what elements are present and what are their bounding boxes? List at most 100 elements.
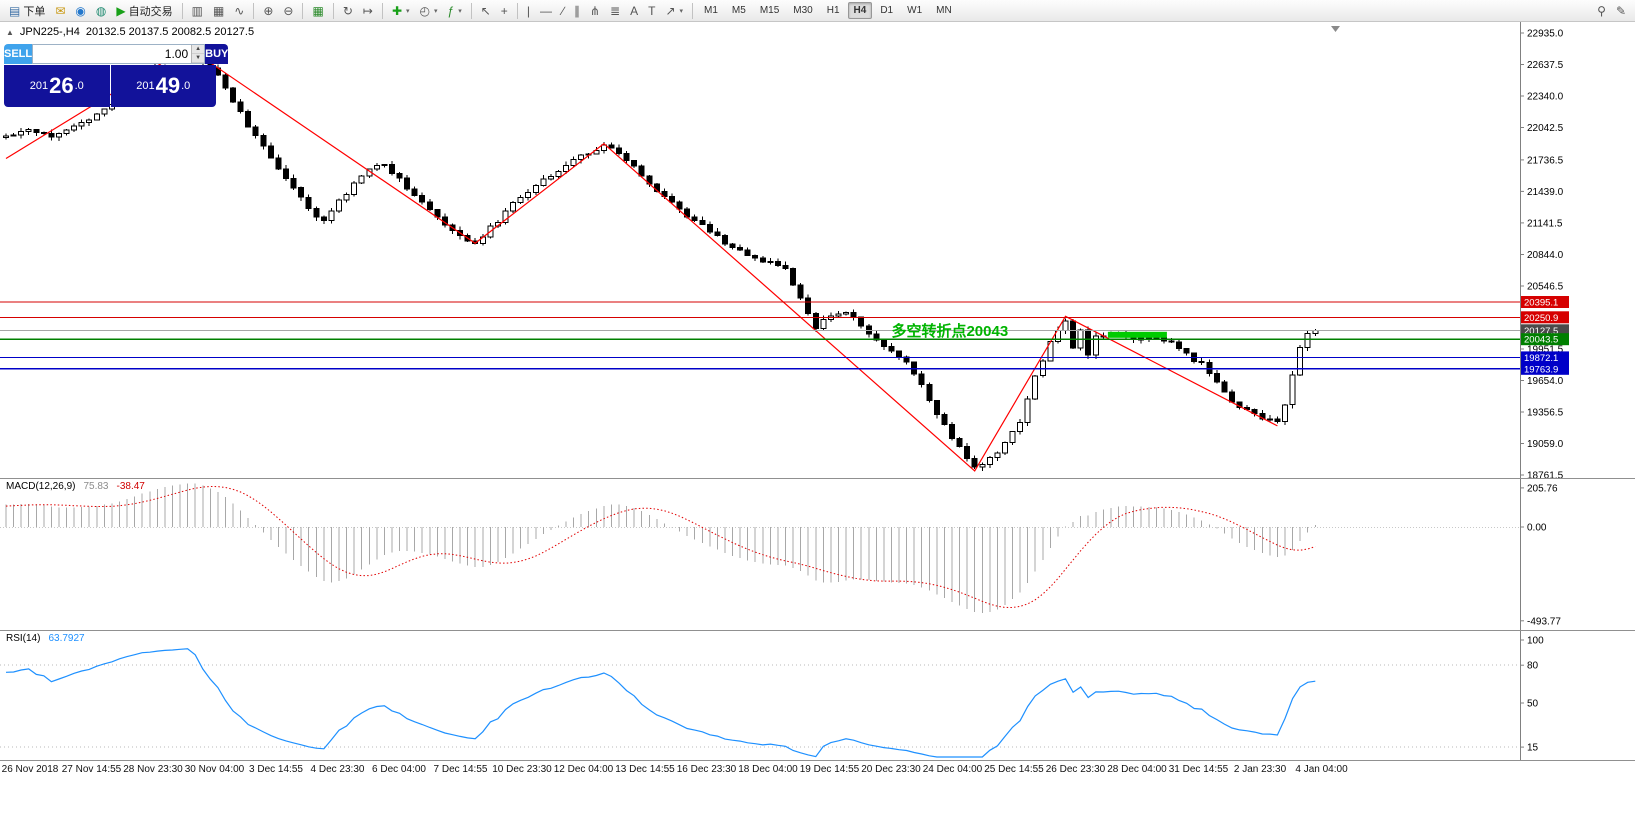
toolbar-separator (332, 2, 334, 19)
arrows-icon: ↗ (665, 3, 676, 18)
timeframe-m5[interactable]: M5 (731, 5, 746, 16)
zoom-in-icon[interactable]: ⊕ (258, 1, 278, 20)
chart-symbol-period: JPN225-,H4 (19, 26, 80, 38)
svg-text:2 Jan 23:30: 2 Jan 23:30 (1234, 764, 1287, 775)
macd-name: MACD(12,26,9) (6, 481, 76, 492)
new-chart-icon: ✚ (391, 3, 403, 18)
profiles-icon[interactable]: ◴ ▾ (415, 1, 443, 20)
tile-windows-icon[interactable]: ▦ (307, 1, 328, 20)
news-icon[interactable]: ◉ (70, 1, 90, 20)
svg-text:80: 80 (1527, 661, 1539, 672)
text-label-icon: T (648, 3, 656, 18)
svg-text:21141.5: 21141.5 (1527, 218, 1563, 229)
sell-price-prefix: 201 (29, 80, 49, 92)
zoom-tool-icon[interactable]: ⚲ (1592, 1, 1611, 20)
trendline-icon: ∕ (561, 3, 564, 18)
svg-text:0.00: 0.00 (1527, 523, 1547, 534)
toolbar-separator (302, 2, 304, 19)
svg-text:20250.9: 20250.9 (1524, 313, 1558, 324)
svg-text:10 Dec 23:30: 10 Dec 23:30 (492, 764, 552, 775)
timeframe-m15[interactable]: M15 (759, 5, 780, 16)
community-icon[interactable]: ◍ (91, 1, 111, 20)
buy-price-prefix: 201 (136, 80, 155, 92)
chart-annotation-text: 多空转折点20043 (891, 322, 1009, 340)
svg-text:6 Dec 04:00: 6 Dec 04:00 (372, 764, 426, 775)
line-chart-icon[interactable]: ∿ (229, 1, 249, 20)
chart-shift-icon: ↦ (362, 3, 373, 18)
sell-header-label: SELL (4, 44, 33, 64)
buy-button[interactable]: 201 49 .0 (110, 65, 216, 107)
timeframe-d1[interactable]: D1 (880, 5, 894, 16)
sell-price-suffix: .0 (74, 80, 84, 92)
new-chart-icon[interactable]: ✚ ▾ (387, 1, 415, 20)
dropdown-caret-icon: ▾ (406, 7, 410, 15)
timeframe-mn[interactable]: MN (936, 5, 952, 16)
time-axis: 26 Nov 2018 27 Nov 14:55 28 Nov 23:30 30 No… (2, 764, 1348, 775)
andrews-pitchfork-icon: ⋔ (589, 3, 601, 18)
svg-text:21736.5: 21736.5 (1527, 155, 1564, 166)
autotrading-button[interactable]: ▶ 自动交易 (111, 1, 177, 20)
andrews-pitchfork-icon[interactable]: ⋔ (585, 1, 605, 20)
timeframe-w1[interactable]: W1 (907, 5, 923, 16)
zoom-in-icon: ⊕ (263, 3, 274, 18)
svg-text:19763.9: 19763.9 (1524, 364, 1558, 375)
rsi-indicator-label: RSI(14) 63.7927 (6, 633, 85, 644)
zigzag-line (5, 46, 1278, 472)
macd-indicator-label: MACD(12,26,9) 75.83 -38.47 (6, 481, 145, 492)
rsi-line (5, 648, 1316, 758)
crosshair-icon: + (500, 3, 508, 18)
edit-tool-icon[interactable]: ✎ (1611, 1, 1631, 20)
horizontal-level-lines[interactable] (0, 301, 1520, 370)
svg-text:100: 100 (1527, 636, 1544, 647)
vertical-line-icon[interactable]: | (522, 1, 535, 20)
svg-text:15: 15 (1527, 743, 1539, 754)
arrows-icon[interactable]: ↗ ▾ (660, 1, 688, 20)
timeframe-h4[interactable]: H4 (847, 2, 873, 19)
svg-text:28 Nov 23:30: 28 Nov 23:30 (123, 764, 183, 775)
lot-decrease-button[interactable]: ▼ (192, 54, 205, 63)
svg-text:19654.0: 19654.0 (1527, 376, 1564, 387)
toolbar-separator (381, 2, 383, 19)
mailbox-icon[interactable]: ✉ (50, 1, 70, 20)
trade-panel-collapse-icon[interactable]: ▲ (6, 27, 14, 37)
new-order-button[interactable]: ▤ 下单 (4, 1, 50, 20)
text-icon[interactable]: A (625, 1, 643, 20)
text-label-icon[interactable]: T (643, 1, 660, 20)
sell-price-big-digits: 26 (49, 73, 74, 98)
timeframe-m30[interactable]: M30 (793, 5, 813, 16)
lot-increase-button[interactable]: ▲ (192, 45, 205, 54)
dropdown-caret-icon: ▾ (679, 7, 684, 15)
equidistant-channel-icon[interactable]: ∥ (569, 1, 585, 20)
buy-price-suffix: .0 (181, 80, 191, 92)
autoscroll-icon[interactable]: ↻ (338, 1, 358, 20)
chart-shift-marker[interactable] (1331, 26, 1340, 32)
new-order-button-icon: ▤ (9, 3, 21, 18)
cursor-icon[interactable]: ↖ (476, 1, 496, 20)
lot-size-input[interactable] (33, 45, 192, 63)
svg-text:19 Dec 14:55: 19 Dec 14:55 (800, 764, 860, 775)
indicators-icon[interactable]: ƒ ▾ (443, 1, 467, 20)
svg-text:7 Dec 14:55: 7 Dec 14:55 (434, 764, 488, 775)
svg-text:19951.5: 19951.5 (1527, 345, 1564, 356)
candlestick-chart-icon[interactable]: ▦ (208, 1, 229, 20)
svg-text:27 Nov 14:55: 27 Nov 14:55 (62, 764, 122, 775)
timeframe-h1[interactable]: H1 (826, 5, 840, 16)
bar-chart-icon[interactable]: ▥ (187, 1, 208, 20)
buy-price-big-digits: 49 (155, 73, 181, 98)
toolbar-separator (516, 2, 518, 19)
svg-text:24 Dec 04:00: 24 Dec 04:00 (923, 764, 983, 775)
fibonacci-icon[interactable]: ≣ (605, 1, 625, 20)
crosshair-icon[interactable]: + (496, 1, 513, 20)
timeframe-m1[interactable]: M1 (704, 5, 718, 16)
trendline-icon[interactable]: ∕ (557, 1, 569, 20)
sell-button[interactable]: 201 26 .0 (4, 65, 110, 107)
svg-text:19872.1: 19872.1 (1524, 353, 1558, 364)
horizontal-line-icon[interactable]: — (535, 1, 557, 20)
zoom-out-icon[interactable]: ⊖ (278, 1, 298, 20)
macd-main-value: 75.83 (83, 481, 109, 492)
rsi-name: RSI(14) (6, 633, 41, 644)
chart-shift-icon[interactable]: ↦ (358, 1, 378, 20)
svg-text:19059.0: 19059.0 (1527, 439, 1564, 450)
svg-text:20395.1: 20395.1 (1524, 298, 1558, 309)
